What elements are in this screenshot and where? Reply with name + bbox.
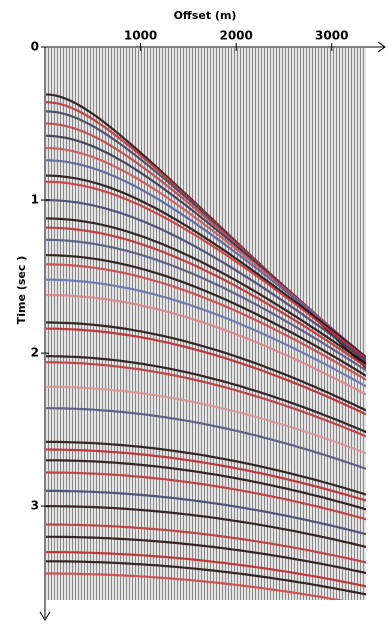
events — [46, 93, 366, 600]
reflection-event — [46, 238, 366, 372]
reflection-event — [46, 199, 366, 362]
reflection-event — [46, 327, 366, 416]
reflection-event — [46, 226, 366, 368]
reflection-event — [46, 448, 366, 502]
reflection-event — [46, 180, 366, 360]
reflection-event — [46, 523, 366, 564]
reflection-event — [46, 459, 366, 511]
reflection-event — [46, 293, 366, 396]
reflection-event — [46, 278, 366, 388]
reflection-event — [46, 385, 366, 455]
reflection-event — [46, 263, 366, 382]
chart-title: Offset (m) — [174, 9, 237, 22]
x-tick-label: 1000 — [124, 29, 157, 43]
reflection-event — [46, 254, 366, 378]
reflection-event — [46, 560, 366, 596]
reflection-event — [46, 159, 366, 359]
x-tick-label: 2000 — [219, 29, 252, 43]
reflection-event — [46, 361, 366, 438]
y-tick-label: 2 — [31, 346, 39, 360]
reflection-event — [46, 321, 366, 412]
reflection-event — [46, 440, 366, 496]
reflection-event — [46, 551, 366, 588]
reflection-event — [46, 174, 366, 359]
y-axis-arrow — [39, 611, 51, 621]
reflection-event — [46, 407, 366, 470]
reflection-event — [46, 489, 366, 536]
y-tick-label: 0 — [31, 40, 39, 54]
x-tick-label: 3000 — [315, 29, 348, 43]
reflection-event — [46, 535, 366, 575]
y-axis-label: Time (sec ) — [15, 256, 28, 324]
y-tick-label: 3 — [31, 499, 39, 513]
y-tick-label: 1 — [31, 193, 39, 207]
reflection-event — [46, 572, 345, 600]
x-axis-arrow — [377, 41, 386, 53]
reflection-event — [46, 505, 366, 549]
reflection-event — [46, 217, 366, 366]
reflection-event — [46, 355, 366, 434]
reflection-event — [46, 471, 366, 521]
